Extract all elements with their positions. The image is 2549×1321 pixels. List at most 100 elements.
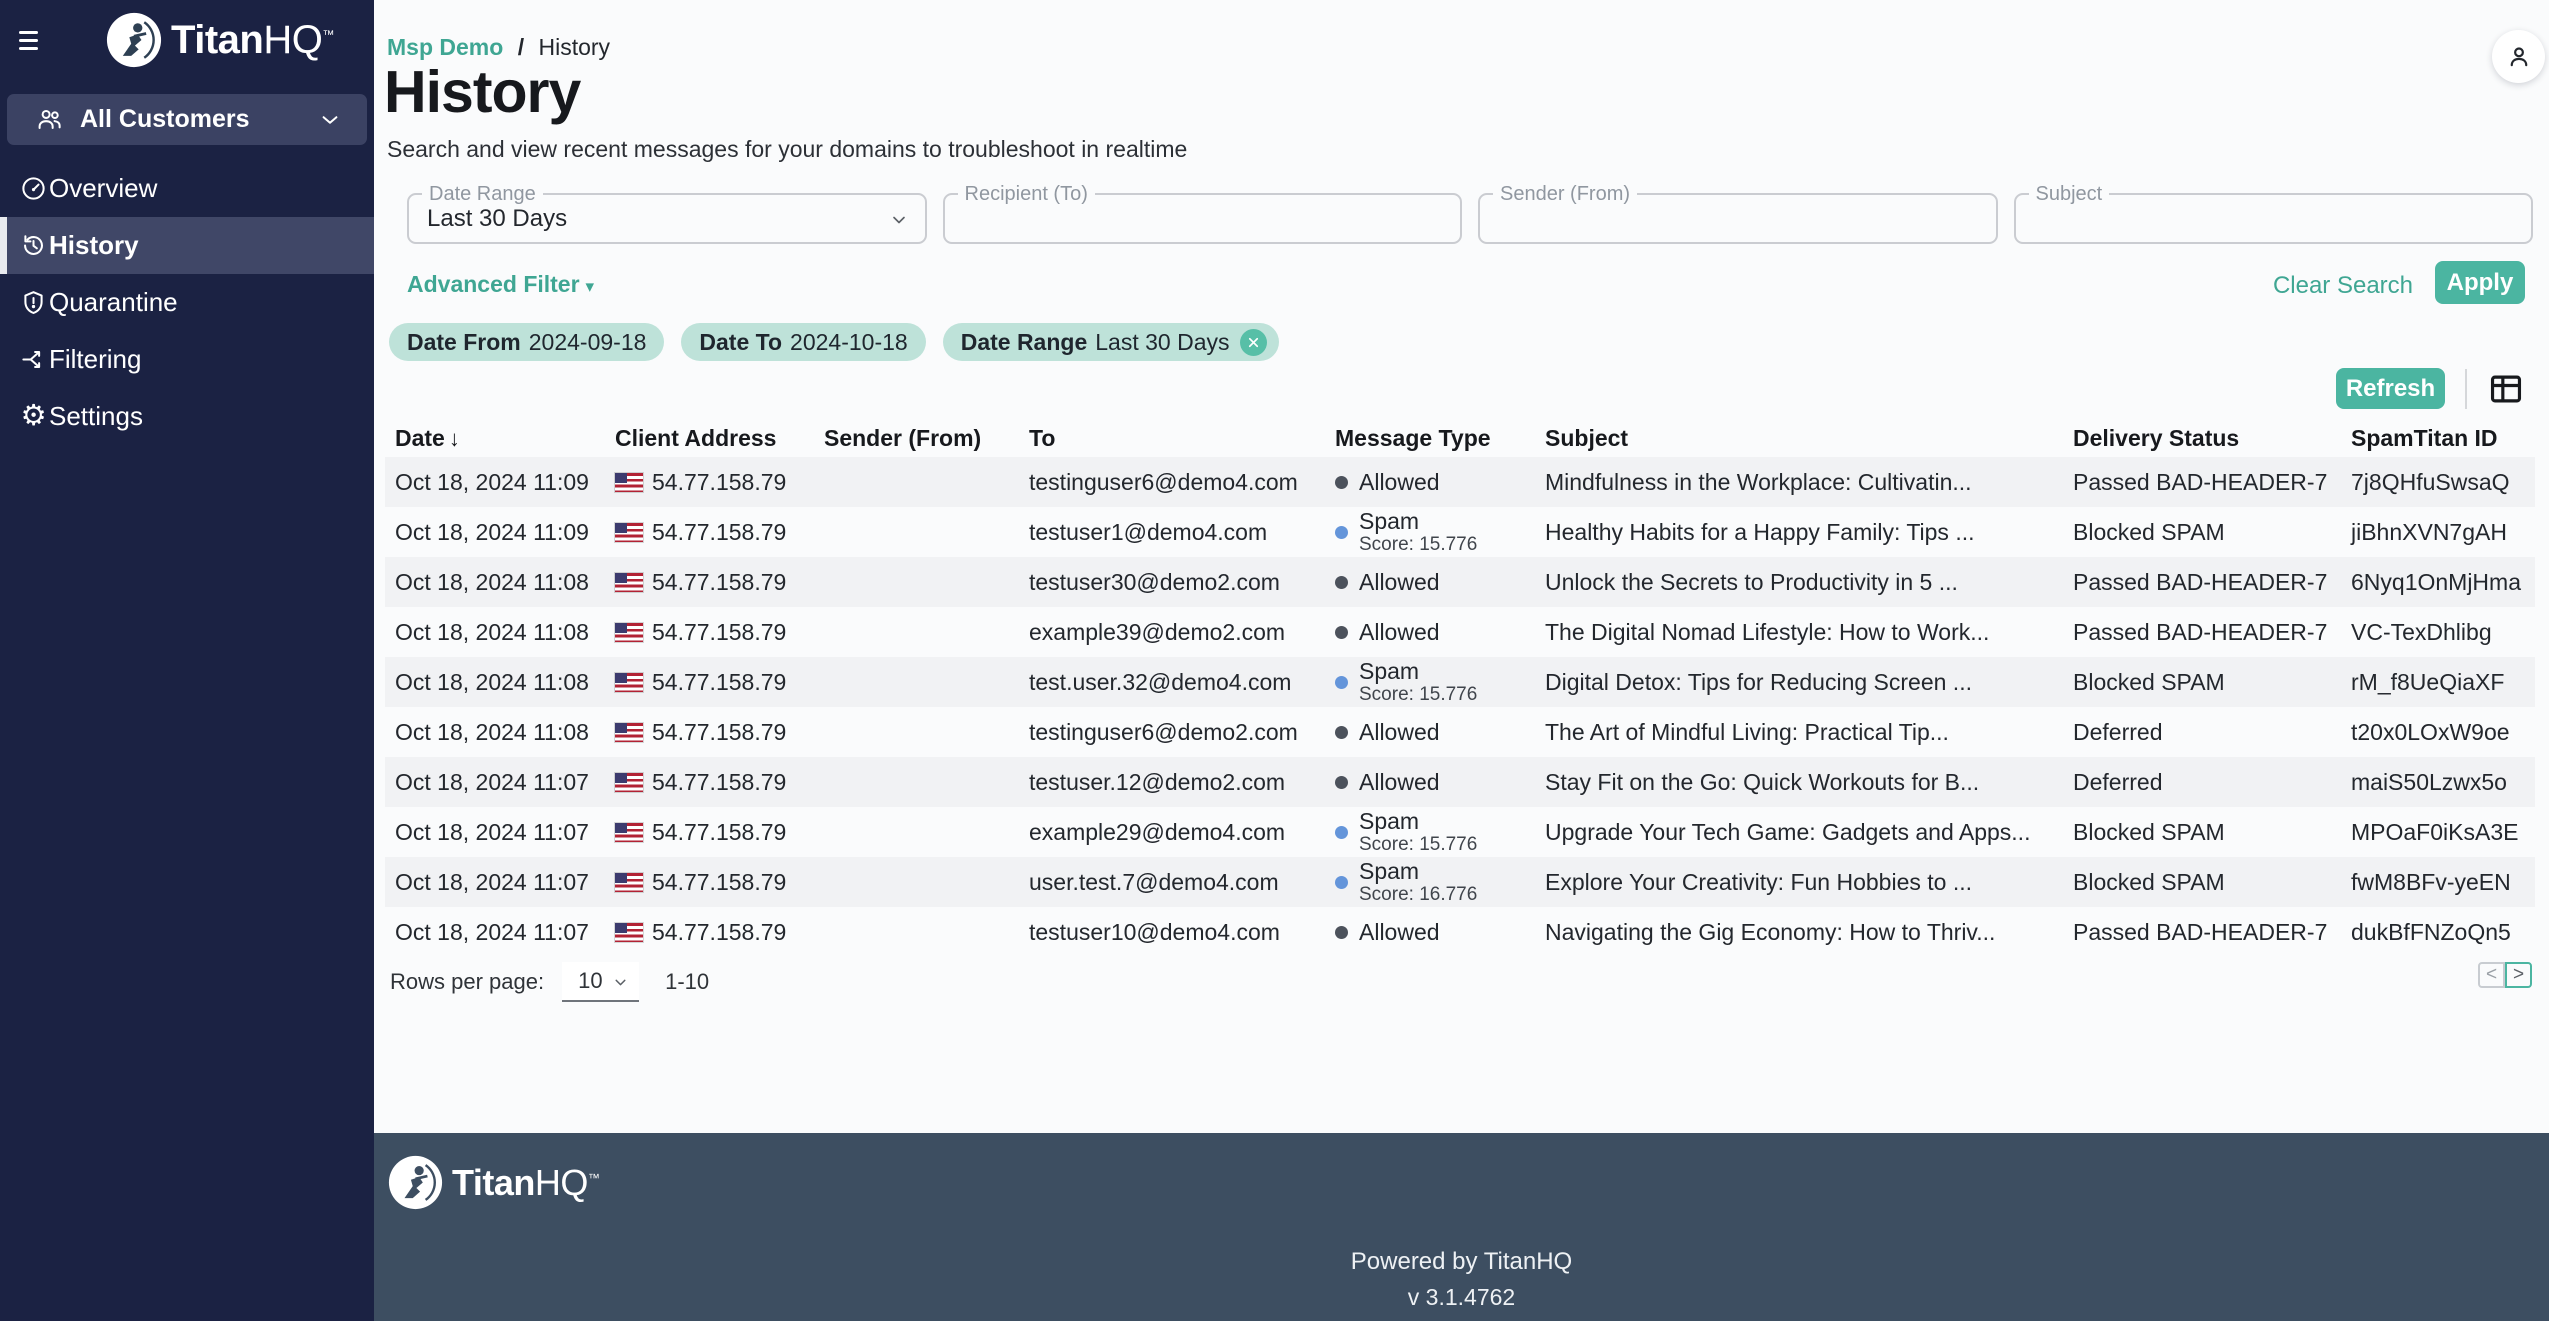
advanced-filter-toggle[interactable]: Advanced Filter ▾: [407, 271, 595, 297]
cell-client-address: 54.77.158.79: [615, 919, 824, 946]
filter-chips: Date From 2024-09-18 Date To 2024-10-18 Da…: [389, 323, 1279, 361]
cell-date: Oct 18, 2024 11:07: [395, 818, 589, 845]
apply-button[interactable]: Apply: [2435, 261, 2525, 304]
cell-subject: Upgrade Your Tech Game: Gadgets and Apps…: [1545, 818, 2031, 845]
table-row[interactable]: Oct 18, 2024 11:09 54.77.158.79 testuser…: [385, 507, 2535, 557]
message-type-dot: [1335, 825, 1348, 839]
cell-message-type: Allowed: [1335, 569, 1545, 595]
cell-delivery-status: Passed BAD-HEADER-7: [2073, 468, 2328, 495]
column-header-sender[interactable]: Sender (From): [824, 425, 982, 451]
sidebar-item-overview[interactable]: Overview: [0, 160, 374, 217]
cell-delivery-status: Passed BAD-HEADER-7: [2073, 568, 2328, 595]
breadcrumb-link-msp-demo[interactable]: Msp Demo: [387, 34, 504, 60]
footer-brand-name: TitanHQ™: [452, 1161, 600, 1203]
brand-name: TitanHQ™: [171, 17, 334, 62]
sidebar-item-history[interactable]: History: [0, 217, 374, 274]
cell-subject: The Digital Nomad Lifestyle: How to Work…: [1545, 618, 1990, 645]
customer-selector[interactable]: All Customers: [7, 94, 367, 145]
cell-spamtitan-id: t20x0LOxW9oe: [2351, 718, 2510, 745]
cell-spamtitan-id: rM_f8UeQiaXF: [2351, 668, 2505, 695]
table-row[interactable]: Oct 18, 2024 11:09 54.77.158.79 testingu…: [385, 457, 2535, 507]
cell-to: test.user.32@demo4.com: [1029, 668, 1292, 695]
cell-to: testuser1@demo4.com: [1029, 518, 1268, 545]
cell-to: testinguser6@demo4.com: [1029, 468, 1298, 495]
column-header-date[interactable]: Date ↓: [395, 425, 460, 451]
table-row[interactable]: Oct 18, 2024 11:08 54.77.158.79 test.use…: [385, 657, 2535, 707]
customer-selector-label: All Customers: [80, 105, 250, 133]
us-flag-icon: [615, 872, 643, 892]
cell-to: example39@demo2.com: [1029, 618, 1286, 645]
clear-search-button[interactable]: Clear Search: [2272, 272, 2413, 299]
sort-arrow-down-icon: ↓: [448, 426, 460, 451]
sidebar-item-quarantine[interactable]: Quarantine: [0, 274, 374, 331]
cell-client-address: 54.77.158.79: [615, 769, 824, 796]
chevron-down-icon: [612, 974, 629, 991]
people-icon: [36, 106, 63, 133]
hamburger-menu-icon[interactable]: [19, 31, 39, 51]
refresh-button[interactable]: Refresh: [2336, 368, 2445, 409]
table-header-row: Date ↓ Client Address Sender (From) To Me…: [385, 420, 2535, 457]
cell-subject: Digital Detox: Tips for Reducing Screen …: [1545, 668, 1972, 695]
table-row[interactable]: Oct 18, 2024 11:08 54.77.158.79 testingu…: [385, 707, 2535, 757]
cell-spamtitan-id: VC-TexDhlibg: [2351, 618, 2492, 645]
cell-date: Oct 18, 2024 11:07: [395, 768, 589, 795]
chip-date-range: Date Range Last 30 Days: [942, 323, 1279, 361]
cell-spamtitan-id: fwM8BFv-yeEN: [2351, 868, 2511, 895]
titanhq-logo-icon: [106, 12, 162, 68]
spam-score: Score: 15.776: [1359, 534, 1478, 555]
cell-to: testinguser6@demo2.com: [1029, 718, 1298, 745]
cell-to: example29@demo4.com: [1029, 818, 1286, 845]
sender-label: Sender (From): [1493, 183, 1638, 206]
column-header-subject[interactable]: Subject: [1545, 425, 1629, 451]
table-row[interactable]: Oct 18, 2024 11:07 54.77.158.79 testuser…: [385, 907, 2535, 957]
cell-delivery-status: Blocked SPAM: [2073, 868, 2225, 895]
sidebar-nav: Overview History Quarantine: [0, 160, 374, 445]
toolbar-divider: [2465, 368, 2467, 409]
us-flag-icon: [615, 772, 643, 792]
cell-message-type: Allowed: [1335, 919, 1545, 945]
cell-client-address: 54.77.158.79: [615, 469, 824, 496]
message-type-dot: [1335, 525, 1348, 539]
recipient-field-wrap: Recipient (To): [942, 183, 1462, 244]
column-header-to[interactable]: To: [1029, 425, 1056, 451]
previous-page-button[interactable]: <: [2478, 962, 2505, 988]
column-header-message-type[interactable]: Message Type: [1335, 425, 1491, 451]
caret-down-icon: ▾: [585, 277, 595, 296]
rows-per-page-select[interactable]: 10: [562, 962, 640, 1002]
footer-center: Powered by TitanHQ v 3.1.4762: [374, 1248, 2549, 1311]
chevron-down-icon: [889, 210, 909, 230]
next-page-button[interactable]: >: [2505, 962, 2532, 988]
table-row[interactable]: Oct 18, 2024 11:07 54.77.158.79 user.tes…: [385, 857, 2535, 907]
cell-message-type: Allowed: [1335, 469, 1545, 495]
user-account-button[interactable]: [2492, 30, 2545, 83]
table-row[interactable]: Oct 18, 2024 11:08 54.77.158.79 testuser…: [385, 557, 2535, 607]
rows-per-page-label: Rows per page:: [390, 969, 545, 994]
cell-message-type: Spam Score: 15.776: [1335, 809, 1545, 855]
page-title: History: [384, 59, 581, 125]
table-columns-icon[interactable]: [2487, 370, 2525, 408]
cell-spamtitan-id: maiS50Lzwx5o: [2351, 768, 2507, 795]
cell-date: Oct 18, 2024 11:07: [395, 918, 589, 945]
table-row[interactable]: Oct 18, 2024 11:07 54.77.158.79 example2…: [385, 807, 2535, 857]
date-range-value: Last 30 Days: [427, 205, 568, 232]
cell-message-type: Spam Score: 16.776: [1335, 859, 1545, 905]
sidebar-item-filtering[interactable]: Filtering: [0, 331, 374, 388]
cell-subject: Stay Fit on the Go: Quick Workouts for B…: [1545, 768, 1980, 795]
cell-message-type: Allowed: [1335, 719, 1545, 745]
column-header-client-address[interactable]: Client Address: [615, 425, 777, 451]
message-type-dot: [1335, 675, 1348, 689]
date-range-select[interactable]: Date Range Last 30 Days: [407, 183, 927, 244]
table-row[interactable]: Oct 18, 2024 11:08 54.77.158.79 example3…: [385, 607, 2535, 657]
cell-to: user.test.7@demo4.com: [1029, 868, 1279, 895]
cell-client-address: 54.77.158.79: [615, 819, 824, 846]
spam-score: Score: 15.776: [1359, 684, 1478, 705]
table-row[interactable]: Oct 18, 2024 11:07 54.77.158.79 testuser…: [385, 757, 2535, 807]
version-text: v 3.1.4762: [1407, 1284, 1516, 1310]
sidebar-item-settings[interactable]: ⚙ Settings: [20, 400, 143, 432]
column-header-spamtitan-id[interactable]: SpamTitan ID: [2351, 425, 2498, 451]
chip-date-from: Date From 2024-09-18: [389, 323, 665, 361]
cell-subject: Healthy Habits for a Happy Family: Tips …: [1545, 518, 1975, 545]
chevron-down-icon: [319, 109, 341, 131]
close-icon[interactable]: [1239, 328, 1267, 356]
column-header-delivery-status[interactable]: Delivery Status: [2073, 425, 2240, 451]
